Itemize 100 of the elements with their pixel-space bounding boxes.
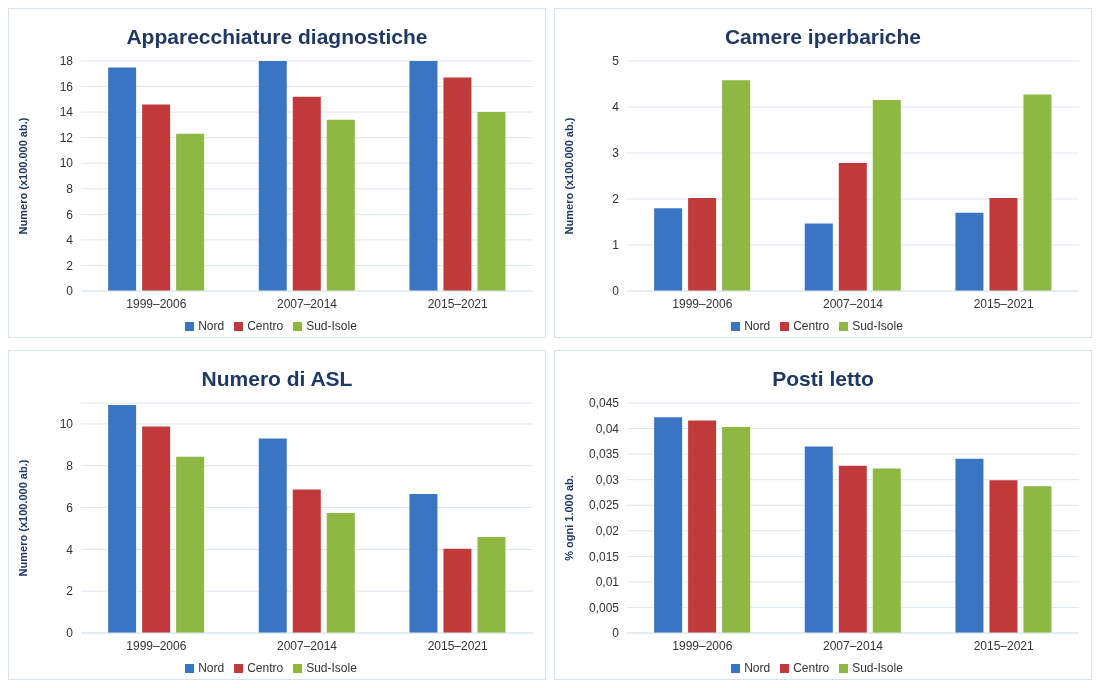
bar	[142, 104, 171, 291]
legend-label: Sud-Isole	[852, 319, 903, 333]
legend-label: Centro	[793, 661, 830, 675]
x-tick-label: 2007–2014	[276, 638, 338, 653]
x-tick-label: 2015–2021	[427, 296, 489, 311]
bar	[477, 537, 506, 633]
y-tick-label: 14	[59, 105, 74, 120]
bar	[872, 100, 901, 291]
bar	[292, 96, 321, 291]
bar	[654, 208, 683, 291]
y-tick-label: 0	[612, 284, 620, 299]
bar	[258, 438, 287, 633]
bar	[292, 489, 321, 633]
bar	[722, 427, 751, 633]
legend-label: Nord	[198, 319, 225, 333]
bar	[688, 420, 717, 633]
legend-label: Nord	[744, 319, 771, 333]
legend-label: Nord	[744, 661, 771, 675]
bar	[176, 456, 205, 633]
y-tick-label: 2	[66, 584, 74, 599]
y-tick-label: 12	[59, 130, 74, 145]
legend-label: Centro	[793, 319, 830, 333]
bar	[108, 405, 137, 633]
x-tick-label: 1999–2006	[672, 638, 733, 653]
bar	[804, 223, 833, 291]
y-tick-label: 0	[612, 626, 620, 641]
x-tick-label: 1999–2006	[126, 638, 187, 653]
y-tick-label: 0	[66, 284, 74, 299]
chart-title: Numero di ASL	[200, 366, 354, 392]
y-tick-label: 2	[612, 192, 620, 207]
y-tick-label: 8	[66, 458, 74, 473]
x-tick-label: 1999–2006	[126, 296, 187, 311]
bar	[142, 426, 171, 633]
x-tick-label: 2015–2021	[973, 638, 1035, 653]
y-tick-label: 2	[66, 258, 74, 273]
bar	[804, 446, 833, 633]
bar	[872, 468, 901, 633]
legend-label: Sud-Isole	[306, 661, 357, 675]
y-tick-label: 0,03	[595, 472, 620, 487]
y-tick-label: 0,01	[595, 575, 620, 590]
bar	[409, 61, 438, 291]
x-tick-label: 2007–2014	[822, 296, 884, 311]
y-tick-label: 18	[59, 54, 74, 69]
y-tick-label: 0,025	[588, 498, 620, 513]
bar	[989, 198, 1018, 291]
y-tick-label: 4	[66, 233, 74, 248]
chart-title: Posti letto	[771, 366, 875, 392]
x-tick-label: 2007–2014	[276, 296, 338, 311]
x-tick-label: 2015–2021	[427, 638, 489, 653]
bar	[258, 61, 287, 291]
bar	[688, 198, 717, 291]
x-tick-label: 2015–2021	[973, 296, 1035, 311]
bar	[722, 80, 751, 291]
y-tick-label: 16	[59, 79, 74, 94]
legend-label: Centro	[247, 319, 284, 333]
y-tick-label: 4	[612, 100, 620, 115]
y-tick-label: 8	[66, 182, 74, 197]
bar	[326, 512, 355, 633]
bar	[955, 458, 984, 633]
y-axis-title: Numero (x100.000 ab.)	[16, 459, 29, 577]
y-tick-label: 0,035	[588, 447, 620, 462]
bar	[326, 119, 355, 291]
y-tick-label: 3	[612, 146, 620, 161]
y-tick-label: 0,045	[588, 396, 620, 411]
bar	[654, 417, 683, 633]
legend-label: Centro	[247, 661, 284, 675]
y-axis-title: % ogni 1.000 ab.	[562, 475, 575, 561]
y-tick-label: 0,02	[595, 524, 620, 539]
chart-title: Camere iperbariche	[723, 24, 923, 50]
bar	[443, 77, 472, 291]
y-tick-label: 0,015	[588, 549, 620, 564]
y-tick-label: 10	[59, 417, 74, 432]
legend-label: Nord	[198, 661, 225, 675]
bar	[477, 112, 506, 291]
x-tick-label: 2007–2014	[822, 638, 884, 653]
bar	[443, 548, 472, 633]
y-tick-label: 10	[59, 156, 74, 171]
bar	[989, 480, 1018, 633]
legend-label: Sud-Isole	[306, 319, 357, 333]
y-tick-label: 0,04	[595, 421, 620, 436]
y-axis-title: Numero (x100.000 ab.)	[16, 117, 29, 235]
legend-label: Sud-Isole	[852, 661, 903, 675]
bar	[108, 67, 137, 291]
bar	[1023, 94, 1052, 291]
y-tick-label: 0,005	[588, 600, 620, 615]
x-tick-label: 1999–2006	[672, 296, 733, 311]
y-tick-label: 6	[66, 207, 74, 222]
bar	[955, 212, 984, 291]
bar	[838, 163, 867, 291]
bar	[176, 133, 205, 291]
chart-title: Apparecchiature diagnostiche	[125, 24, 429, 50]
y-axis-title: Numero (x100.000 ab.)	[562, 117, 575, 235]
bar	[409, 493, 438, 633]
y-tick-label: 4	[66, 542, 74, 557]
bar	[1023, 486, 1052, 633]
y-tick-label: 1	[612, 238, 620, 253]
y-tick-label: 0	[66, 626, 74, 641]
bar	[838, 465, 867, 633]
y-tick-label: 5	[612, 54, 620, 69]
y-tick-label: 6	[66, 500, 74, 515]
